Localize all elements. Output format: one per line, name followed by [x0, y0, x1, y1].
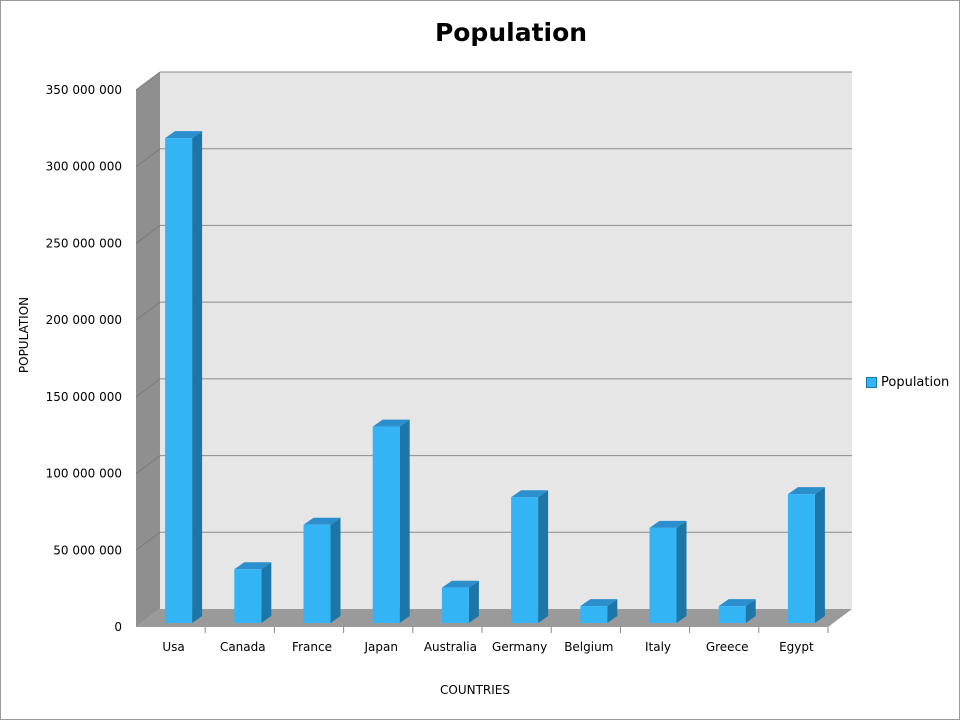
chart-walls: [136, 72, 852, 627]
x-tick-label: Belgium: [564, 640, 613, 654]
y-tick-label: 200 000 000: [46, 313, 122, 327]
bar: [649, 520, 687, 623]
y-tick-label: 150 000 000: [46, 390, 122, 404]
bar: [718, 599, 756, 623]
bar-front: [649, 527, 677, 623]
x-tick-label: Greece: [706, 640, 749, 654]
bar-top: [649, 520, 687, 528]
bar-top: [511, 490, 549, 498]
bar-front: [787, 494, 815, 623]
y-tick-label: 50 000 000: [53, 543, 122, 557]
gridline-side: [135, 531, 161, 551]
bar: [234, 562, 272, 623]
bar: [372, 419, 410, 623]
bar-front: [165, 138, 193, 623]
gridline-side: [135, 455, 161, 474]
x-tick-label: Usa: [162, 640, 184, 654]
gridline-side: [135, 148, 161, 168]
y-tick-label: 350 000 000: [46, 83, 122, 97]
x-tick-label: Germany: [492, 640, 547, 654]
side-wall: [136, 72, 160, 627]
y-tick-label: 100 000 000: [46, 467, 122, 481]
bar-side: [330, 517, 341, 623]
x-tick-label: Egypt: [779, 640, 814, 654]
y-axis-ticks: 0 50 000 000 100 000 000 150 000 000 200 000…: [46, 83, 122, 634]
x-tick-label: Australia: [424, 640, 477, 654]
bar: [441, 580, 479, 623]
y-tick-label: 300 000 000: [46, 160, 122, 174]
gridline-side: [135, 71, 161, 91]
bar-top: [303, 517, 341, 525]
gridline-side: [135, 301, 161, 321]
x-tick-label: Italy: [645, 640, 671, 654]
bar-top: [580, 599, 618, 607]
legend: Population: [866, 375, 949, 390]
bar-front: [718, 606, 746, 623]
x-tick-label: France: [292, 640, 332, 654]
x-tick-label: Canada: [220, 640, 266, 654]
bar-front: [303, 524, 331, 623]
bar-top: [165, 131, 203, 139]
bar-top: [718, 599, 756, 607]
back-wall: [160, 72, 852, 609]
bar-side: [814, 487, 825, 623]
bar-side: [676, 520, 687, 623]
bar-front: [580, 606, 608, 623]
bar-side: [607, 599, 618, 623]
gridline-side: [135, 225, 161, 244]
gridline-side: [135, 378, 161, 398]
y-tick-label: 250 000 000: [46, 236, 122, 250]
bar: [787, 487, 825, 623]
legend-swatch: [866, 377, 877, 388]
bar-top: [234, 562, 272, 570]
bar-front: [234, 569, 262, 623]
bar-top: [441, 580, 479, 588]
bar: [165, 131, 203, 623]
bar-front: [511, 497, 539, 623]
bar: [580, 599, 618, 623]
bar-side: [745, 599, 756, 623]
bar-top: [787, 487, 825, 495]
bar-top: [372, 419, 410, 427]
bar-side: [399, 419, 410, 623]
bar-side: [192, 131, 203, 623]
gridlines: [135, 71, 852, 551]
bar-side: [538, 490, 549, 623]
legend-label: Population: [881, 375, 950, 390]
x-tick-label: Japan: [363, 640, 397, 654]
y-axis-title: POPULATION: [17, 297, 31, 373]
bars: [165, 131, 825, 623]
bar: [303, 517, 341, 623]
chart-title: Population: [434, 18, 588, 47]
bar-front: [441, 587, 469, 623]
bar-side: [261, 562, 272, 623]
y-tick-label: 0: [114, 620, 122, 634]
x-axis-title: COUNTRIES: [440, 683, 510, 697]
bar-front: [372, 426, 400, 623]
bar: [511, 490, 549, 623]
x-axis-ticks: Usa Canada France Japan Australia Germany Belg…: [162, 627, 829, 654]
bar-side: [468, 580, 479, 623]
